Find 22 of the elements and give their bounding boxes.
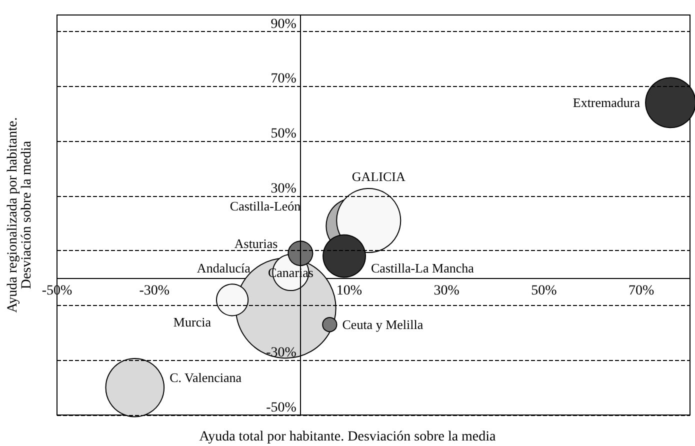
x-tick-label: -30%	[139, 284, 170, 299]
y-tick-label: 90%	[270, 16, 297, 32]
text: Castilla-León	[230, 198, 302, 214]
series-label: Asturias	[234, 236, 278, 251]
series-label: Extremadura	[572, 95, 640, 110]
x-tick-label: 10%	[336, 284, 362, 299]
y-tick-label: -30%	[266, 346, 297, 361]
series-label: GALICIA	[352, 168, 406, 184]
series-label: Castilla-La Mancha	[371, 260, 474, 276]
x-axis-title: Ayuda total por habitante. Desviación sobre la media	[199, 430, 497, 444]
series-label: Murcia	[173, 314, 212, 330]
y-axis-title: Ayuda regionalizada por habitante. Desviación sobre la media	[6, 117, 34, 313]
series-label: Ceuta y Melilla	[342, 317, 424, 332]
x-tick-label: 50%	[531, 284, 558, 299]
y-tick-label: 70%	[270, 72, 297, 87]
series-label: C. Valenciana	[170, 370, 242, 386]
x-tick-label: 30%	[434, 284, 460, 299]
y-tick-label: 50%	[270, 126, 297, 142]
y-tick-label: 30%	[270, 181, 297, 196]
x-tick-label: 70%	[628, 284, 654, 299]
y-tick-label: -50%	[266, 400, 297, 416]
series-label: Andalucía	[196, 260, 251, 276]
